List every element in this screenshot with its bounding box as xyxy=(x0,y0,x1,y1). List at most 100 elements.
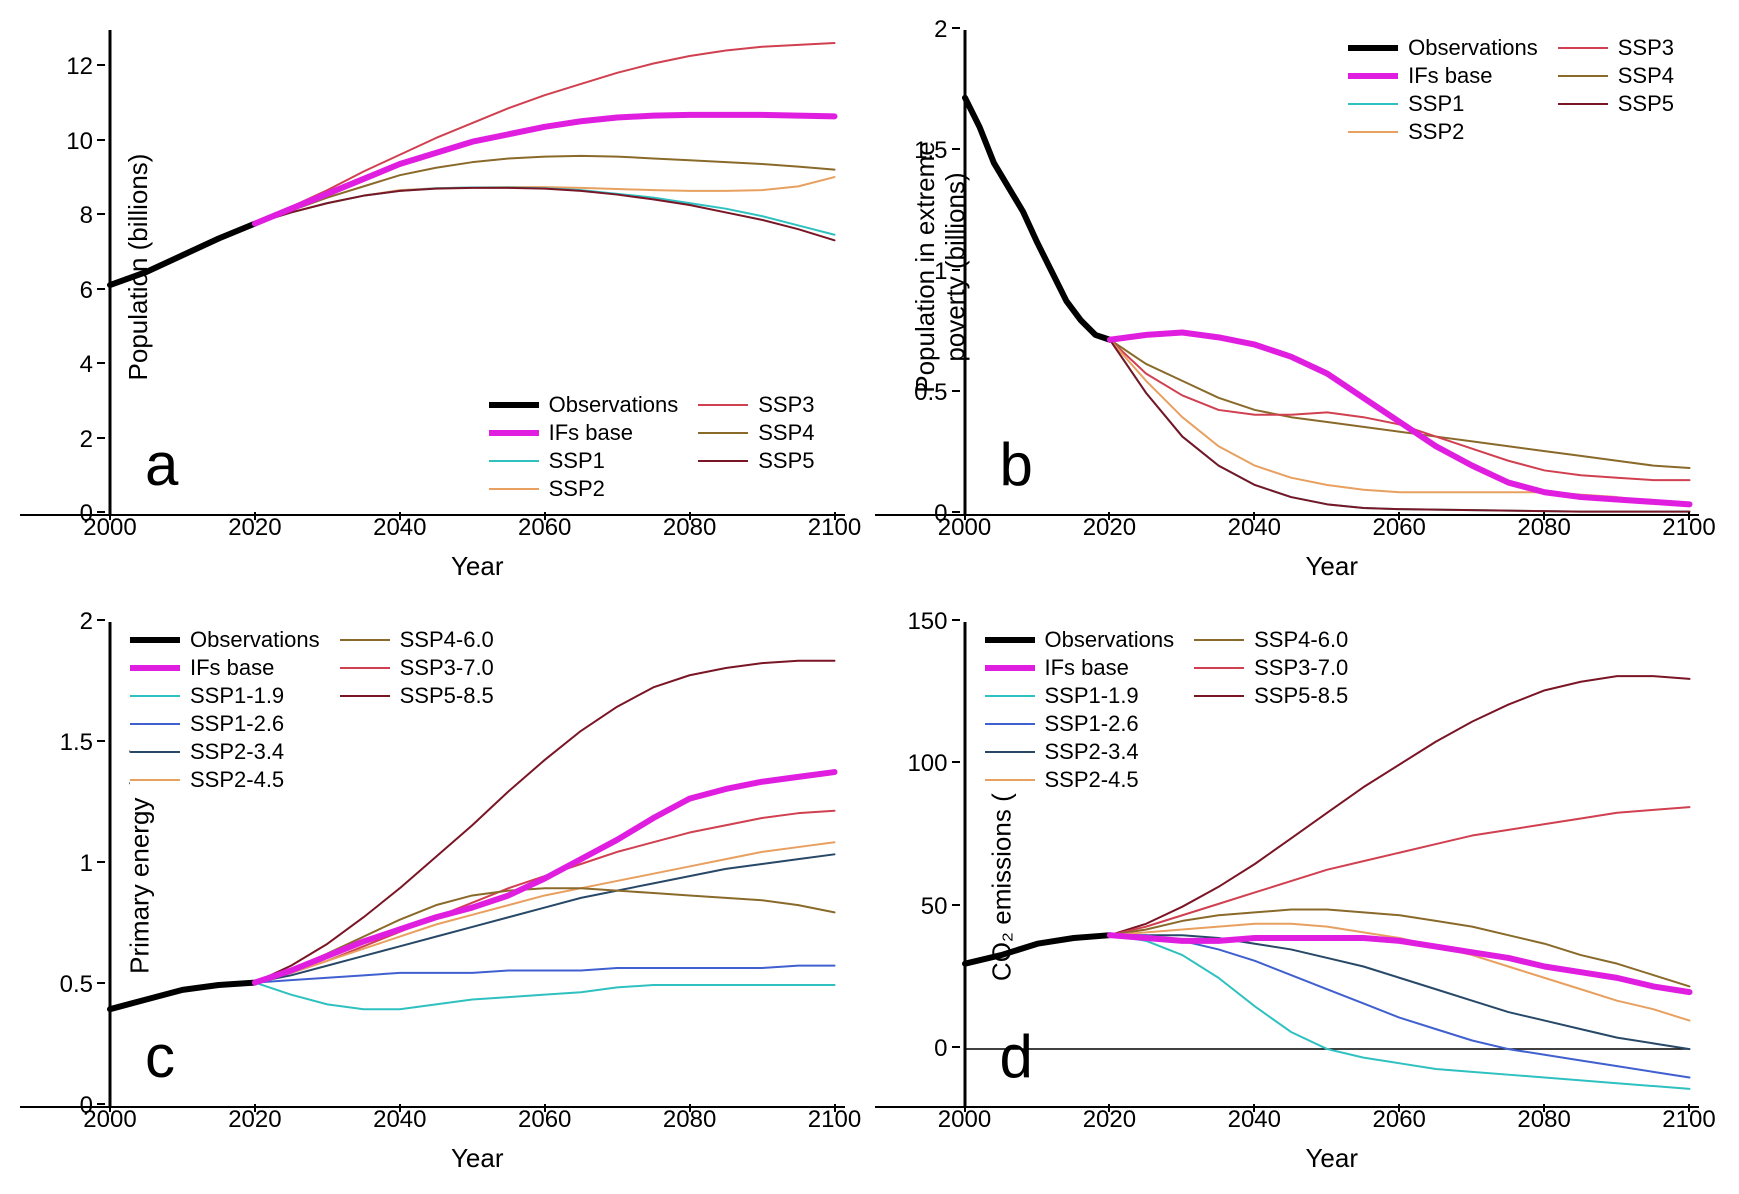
legend-item: SSP1-1.9 xyxy=(985,683,1175,709)
x-tick-mark xyxy=(689,1104,691,1112)
series-ssp2_34 xyxy=(1109,935,1689,1049)
legend-swatch xyxy=(340,630,390,650)
legend-label: SSP1 xyxy=(1408,91,1464,117)
y-tick-label: 6 xyxy=(80,277,93,305)
legend-label: Observations xyxy=(549,392,679,418)
y-tick-mark xyxy=(97,511,105,513)
legend-item: IFs base xyxy=(130,655,320,681)
legend-label: SSP1-2.6 xyxy=(1045,711,1139,737)
legend-item: SSP1 xyxy=(1348,91,1538,117)
y-tick-mark xyxy=(97,288,105,290)
y-tick-label: 0.5 xyxy=(60,971,93,999)
y-tick-label: 2 xyxy=(80,608,93,636)
legend-label: SSP5-8.5 xyxy=(400,683,494,709)
legend: ObservationsSSP4-6.0IFs baseSSP3-7.0SSP1… xyxy=(985,627,1349,793)
legend-item: SSP4-6.0 xyxy=(1194,627,1348,653)
x-tick-mark xyxy=(109,512,111,520)
legend-swatch xyxy=(985,658,1035,678)
x-tick-mark xyxy=(1543,512,1545,520)
series-obs xyxy=(965,98,1110,340)
legend-item: SSP2-4.5 xyxy=(985,767,1175,793)
legend-item: Observations xyxy=(489,392,679,418)
legend-item: SSP1-1.9 xyxy=(130,683,320,709)
legend-item: Observations xyxy=(130,627,320,653)
legend-label: IFs base xyxy=(190,655,274,681)
x-tick-mark xyxy=(964,1104,966,1112)
plot-area: Population (billions)024681012aObservati… xyxy=(20,20,845,516)
y-tick-mark xyxy=(97,213,105,215)
legend-item: SSP5 xyxy=(698,448,814,474)
panel-b: Population in extremepoverty (billions)0… xyxy=(875,20,1700,582)
y-tick-mark xyxy=(97,437,105,439)
x-tick-mark xyxy=(1688,1104,1690,1112)
series-ssp1_19 xyxy=(1109,935,1689,1089)
legend-label: SSP1-2.6 xyxy=(190,711,284,737)
x-axis-label: Year xyxy=(20,1143,845,1174)
y-ticks: 00.511.52 xyxy=(875,30,960,514)
legend-swatch xyxy=(489,451,539,471)
y-tick-mark xyxy=(952,148,960,150)
legend-swatch xyxy=(1348,38,1398,58)
plot-area: Population in extremepoverty (billions)0… xyxy=(875,20,1700,516)
legend-swatch xyxy=(489,395,539,415)
x-tick-mark xyxy=(1398,1104,1400,1112)
legend-label: SSP2-3.4 xyxy=(190,739,284,765)
legend-swatch xyxy=(1348,122,1398,142)
x-ticks: 200020202040206020802100 xyxy=(965,1106,1690,1138)
legend-swatch xyxy=(1348,66,1398,86)
legend-swatch xyxy=(985,714,1035,734)
legend-swatch xyxy=(1558,38,1608,58)
series-ssp2_34 xyxy=(255,854,835,982)
legend-swatch xyxy=(1194,686,1244,706)
legend-swatch xyxy=(1194,630,1244,650)
x-axis-label: Year xyxy=(20,551,845,582)
legend-item: Observations xyxy=(1348,35,1538,61)
legend-label: SSP2 xyxy=(549,476,605,502)
y-tick-mark xyxy=(97,740,105,742)
legend-label: SSP1-1.9 xyxy=(190,683,284,709)
plot-area: CO₂ emissions (Gt/y)050100150dObservatio… xyxy=(875,612,1700,1108)
y-tick-label: 12 xyxy=(66,53,93,81)
legend-swatch xyxy=(698,451,748,471)
x-tick-mark xyxy=(544,512,546,520)
legend: ObservationsSSP3IFs baseSSP4SSP1SSP5SSP2 xyxy=(1348,35,1674,145)
y-tick-mark xyxy=(952,27,960,29)
legend-swatch xyxy=(698,395,748,415)
y-ticks: 050100150 xyxy=(875,622,960,1106)
legend-swatch xyxy=(130,742,180,762)
legend-label: SSP4 xyxy=(758,420,814,446)
legend-swatch xyxy=(1348,94,1398,114)
legend-item: IFs base xyxy=(985,655,1175,681)
legend-label: Observations xyxy=(190,627,320,653)
series-ssp3 xyxy=(255,43,835,224)
legend-item xyxy=(1558,119,1674,145)
x-tick-mark xyxy=(254,512,256,520)
x-axis-label: Year xyxy=(875,551,1700,582)
y-tick-label: 4 xyxy=(80,351,93,379)
x-tick-mark xyxy=(1108,1104,1110,1112)
y-tick-label: 2 xyxy=(934,16,947,44)
legend-item: SSP2 xyxy=(1348,119,1538,145)
series-ssp1_19 xyxy=(255,983,835,1010)
legend-label: Observations xyxy=(1045,627,1175,653)
chart-grid: Population (billions)024681012aObservati… xyxy=(0,0,1739,1194)
y-tick-label: 150 xyxy=(907,608,947,636)
legend-label: SSP4-6.0 xyxy=(400,627,494,653)
x-tick-mark xyxy=(399,1104,401,1112)
legend-label: SSP5-8.5 xyxy=(1254,683,1348,709)
y-tick-mark xyxy=(97,861,105,863)
legend-swatch xyxy=(985,770,1035,790)
legend-label: SSP4 xyxy=(1618,63,1674,89)
y-tick-label: 1.5 xyxy=(914,137,947,165)
legend-swatch xyxy=(489,423,539,443)
legend-item xyxy=(1194,767,1348,793)
legend-swatch xyxy=(1558,94,1608,114)
y-tick-mark xyxy=(952,619,960,621)
legend-swatch xyxy=(985,742,1035,762)
legend-swatch xyxy=(340,658,390,678)
legend-swatch xyxy=(698,423,748,443)
legend-item: SSP3-7.0 xyxy=(340,655,494,681)
x-axis-label: Year xyxy=(875,1143,1700,1174)
y-tick-label: 0 xyxy=(934,1035,947,1063)
legend-item: SSP5 xyxy=(1558,91,1674,117)
